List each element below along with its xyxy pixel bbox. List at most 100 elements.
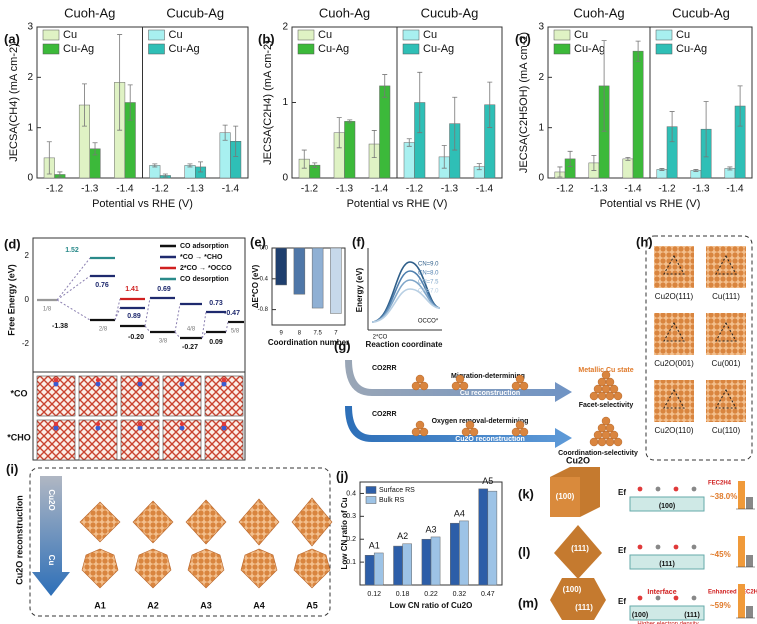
y-tick-label: 1 [27,122,33,133]
particle [419,427,429,437]
legend-swatch [365,496,377,504]
error-bar [476,163,482,171]
particle [419,381,429,391]
error-bar [693,169,699,172]
fermi-label: Ef [618,546,626,555]
legend-label: Cu [63,29,77,41]
panel-f: (f) Energy (eV) Reaction coordinate 2*CO… [352,234,443,349]
particle [459,381,469,391]
adsorbate [691,544,697,550]
energy-label: -0.47 [224,310,240,317]
panel-label: (d) [4,236,21,251]
error-bar [567,150,573,167]
facet-label: Cu(001) [712,359,741,368]
fraction-label: 1/8 [43,307,52,313]
error-bar [347,119,353,124]
adsorbate [655,486,661,492]
legend-swatch [655,29,673,41]
x-axis-label: Low CN ratio of Cu2O [390,601,473,610]
particle-shape [240,548,278,589]
particle [511,381,521,391]
bar [421,538,432,586]
curve-label: CN=7.0 [418,289,439,295]
legend-label: CO desorption [180,276,229,283]
particle [515,374,525,384]
y-tick-label: 3 [538,22,544,33]
particle [411,381,421,391]
adsorbate [53,377,59,383]
x-tick-label: -1.2 [301,184,319,195]
particle [519,381,529,391]
facet-label: (100) [563,585,582,594]
bar-annotation: A3 [425,524,436,534]
particle [597,423,607,433]
dashed-frame [29,467,331,617]
adsorbate [95,377,101,383]
surface-layer [629,554,705,570]
adsorbate [691,595,697,601]
y-tick-label: 0.0 [260,246,269,252]
adsorbate [53,425,59,431]
result-label: Coordination-selectivity [558,450,638,457]
fermi-label: Ef [618,488,626,497]
facet-image [654,313,694,355]
particle [469,427,479,437]
shape-label: A3 [200,600,212,610]
legend-label: Cu [169,29,183,41]
y-tick-label: 1 [282,97,288,108]
arrow-bottom-label: Cu [47,555,56,566]
error-bar [727,166,733,171]
x-axis-label: Potential vs RHE (V) [600,198,701,210]
legend-label: Cu-Ag [318,43,349,55]
facet-image [706,313,746,355]
particle [411,427,421,437]
adsorbate [691,486,697,492]
adsorbate [95,421,101,427]
error-bar [452,96,458,151]
crystal-shape [554,525,602,579]
fermi-label: Ef [618,597,626,606]
x-tick-label: -1.4 [222,184,240,195]
particle [593,430,603,440]
panel-label: (l) [518,544,530,559]
process-arrow [345,360,572,402]
legend-label: Cu-Ag [676,43,707,55]
adsorbate [53,421,59,427]
particle [601,370,611,380]
error-bar [371,130,377,159]
particle [415,374,425,384]
y-tick-label: 0 [282,173,288,184]
y-tick-label: 3 [27,22,33,33]
adsorbate [137,421,143,427]
mini-bar [746,555,753,567]
process-arrow [345,406,572,448]
legend-label: Cu [423,29,437,41]
legend-label: *CO → *CHO [180,254,223,261]
interface-label: Interface [647,589,676,596]
x-tick-label: 8 [298,331,302,337]
bar [344,121,356,179]
particle [597,391,607,401]
fe-value: ~38.0% [710,492,737,501]
facet-label: Cu(111) [712,292,740,301]
group-title: Cuoh-Ag [573,5,624,20]
adsorbate [221,421,227,427]
panel-g: (g) CO2RR CO2RR Migration-determining Ox… [334,338,638,456]
connector [174,331,181,339]
fe-label: FEC2H4 [708,481,732,487]
surface-label: (111) [659,561,675,568]
particle [515,420,525,430]
particle [511,427,521,437]
panel-label: (e) [250,234,266,249]
adsorbate [637,486,643,492]
y-tick-label: 1 [538,122,544,133]
energy-label: 1.41 [125,286,139,293]
connector [114,307,121,321]
y-tick-label: 2 [282,22,288,33]
energy-label: -0.27 [182,344,198,351]
adsorbate [53,381,59,387]
density-label: Higher electron density [637,622,698,624]
x-tick-label: -1.4 [476,184,494,195]
legend-swatch [655,43,673,55]
